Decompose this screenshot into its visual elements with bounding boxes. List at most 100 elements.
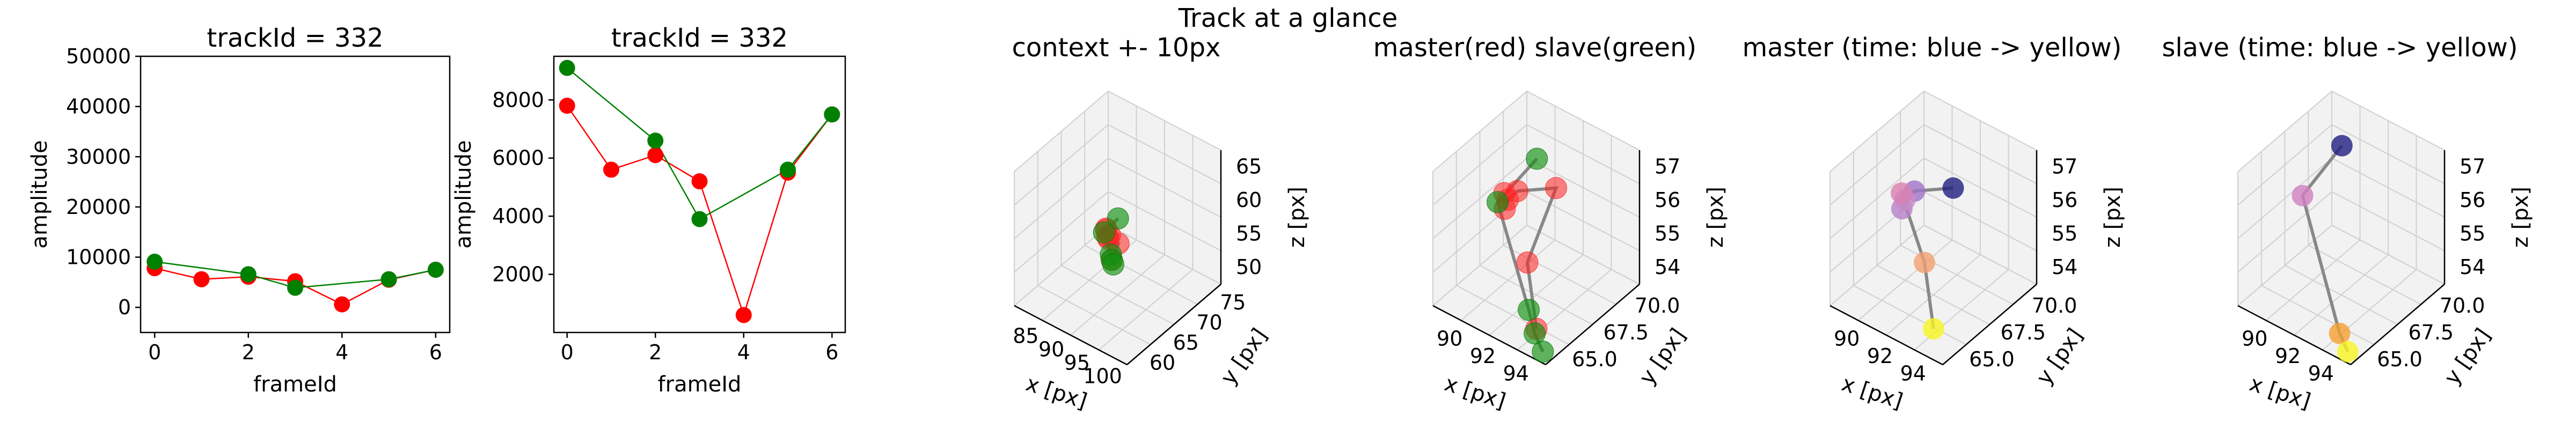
z-tick-label: 56 <box>1655 188 1680 212</box>
grid-line <box>1108 158 1221 218</box>
series-line-2 <box>566 67 833 220</box>
time-point <box>2331 135 2353 157</box>
y-axis-line <box>1126 284 1221 365</box>
x-axis-label: frameId <box>253 372 337 397</box>
grid-line <box>1432 91 1527 172</box>
slave-point <box>1524 322 1546 345</box>
series-line-1 <box>566 105 833 317</box>
grid-line <box>2331 124 2445 184</box>
master-point <box>1506 180 1528 202</box>
y-tick-label: 2000 <box>492 263 544 286</box>
time-point <box>2292 184 2314 206</box>
scatter3d-2: master(red) slave(green) 90 92 94 65.0 67.5 70… <box>1373 33 1728 414</box>
y-tick-label: 0 <box>118 295 131 319</box>
y-tick-label: 75 <box>1220 291 1246 314</box>
series-2-point <box>824 106 840 123</box>
z-tick-label: 56 <box>2052 188 2077 212</box>
time-point <box>2337 341 2359 363</box>
z-tick-label: 65 <box>1236 154 1262 178</box>
plot-frame <box>140 55 451 334</box>
grid-line <box>1014 124 1109 206</box>
x-tick-label: 2 <box>649 341 662 364</box>
grid-line <box>1432 158 1527 239</box>
z-tick-label: 57 <box>2460 154 2485 178</box>
x-tick-label: 94 <box>1900 361 1926 385</box>
time-point <box>2329 322 2351 344</box>
y-tick-label: 8000 <box>492 88 544 112</box>
series-2-point <box>427 261 444 278</box>
chart-title: context +- 10px <box>1012 33 1221 63</box>
y-axis-label: amplitude <box>27 140 52 248</box>
slave-point <box>1518 299 1540 321</box>
scatter3d-4: slave (time: blue -> yellow) 90 92 94 65.0 67… <box>2162 33 2533 414</box>
y-tick-label: 50000 <box>66 45 131 68</box>
x-tick-label: 94 <box>1503 361 1529 385</box>
x-axis-label: x [px] <box>1441 371 1509 414</box>
grid-line <box>1526 158 1640 218</box>
y-axis-label: amplitude <box>451 140 476 248</box>
y-axis-line <box>1545 284 1640 365</box>
grid-line <box>1526 225 1640 285</box>
x-axis-label: frameId <box>658 372 742 397</box>
x-tick-label: 0 <box>561 341 574 364</box>
y-tick-label: 10000 <box>66 246 131 269</box>
x-axis-line <box>1829 305 1943 366</box>
x-tick-label: 4 <box>335 341 348 364</box>
y-axis-line <box>1942 284 2037 365</box>
grid-line <box>1829 124 1924 206</box>
master-point <box>1516 251 1539 273</box>
z-tick-label: 54 <box>2052 255 2077 279</box>
time-point <box>1891 182 1912 204</box>
grid-line <box>2285 265 2398 325</box>
y-tick-label: 70.0 <box>1635 294 1680 317</box>
x-tick-label: 90 <box>2242 327 2267 351</box>
scatter3d-3: master (time: blue -> yellow) 90 92 94 65.0 6… <box>1743 33 2125 414</box>
x-tick-label: 0 <box>148 341 161 364</box>
z-tick-label: 54 <box>1655 255 1680 279</box>
grid-line <box>1480 265 1593 325</box>
y-tick-label: 70 <box>1196 310 1222 334</box>
series-2-point <box>240 266 257 283</box>
grid-line <box>1877 265 1990 325</box>
grid-line <box>1108 91 1221 151</box>
time-point <box>1922 318 1944 340</box>
slave-point <box>1532 341 1554 363</box>
series-2-point <box>559 60 575 76</box>
line-chart-1: trackId = 332 0 2 4 6 0 10000 20000 30000 40000 50… <box>27 23 451 397</box>
z-axis-label: z [px] <box>2101 187 2125 248</box>
series-1-point <box>193 271 210 287</box>
slave-point <box>1102 253 1124 276</box>
x-tick-label: 94 <box>2308 361 2334 385</box>
grid-line <box>2331 158 2445 218</box>
series-1-point <box>691 173 708 190</box>
z-tick-label: 55 <box>2052 221 2077 245</box>
y-tick-label: 4000 <box>492 204 544 228</box>
x-tick-label: 92 <box>1867 344 1893 368</box>
grid-line <box>1526 91 1640 151</box>
series-1-point <box>603 161 619 178</box>
series-1-point <box>559 98 575 114</box>
x-tick-label: 100 <box>1083 365 1122 388</box>
y-axis-line <box>2350 284 2445 365</box>
z-tick-label: 60 <box>1236 188 1262 212</box>
series-2-point <box>147 253 163 270</box>
x-tick-label: 95 <box>1064 351 1090 375</box>
grid-line <box>1014 158 1109 239</box>
x-tick-label: 92 <box>2275 344 2301 368</box>
grid-line <box>2308 245 2421 305</box>
x-axis-label: x [px] <box>2246 371 2314 414</box>
y-tick-label: 20000 <box>66 195 131 219</box>
z-tick-label: 57 <box>1655 154 1680 178</box>
y-tick-label: 65.0 <box>1969 347 2015 371</box>
z-tick-label: 55 <box>2460 221 2485 245</box>
slave-point <box>1107 207 1129 230</box>
grid-line <box>1098 269 1194 351</box>
z-tick-label: 50 <box>1236 255 1262 279</box>
x-tick-label: 92 <box>1470 344 1496 368</box>
y-tick-label: 67.5 <box>2001 321 2046 344</box>
series-1-point <box>735 307 752 323</box>
z-tick-label: 55 <box>1655 221 1680 245</box>
y-tick-label: 40000 <box>66 95 131 119</box>
z-tick-label: 57 <box>2052 154 2077 178</box>
